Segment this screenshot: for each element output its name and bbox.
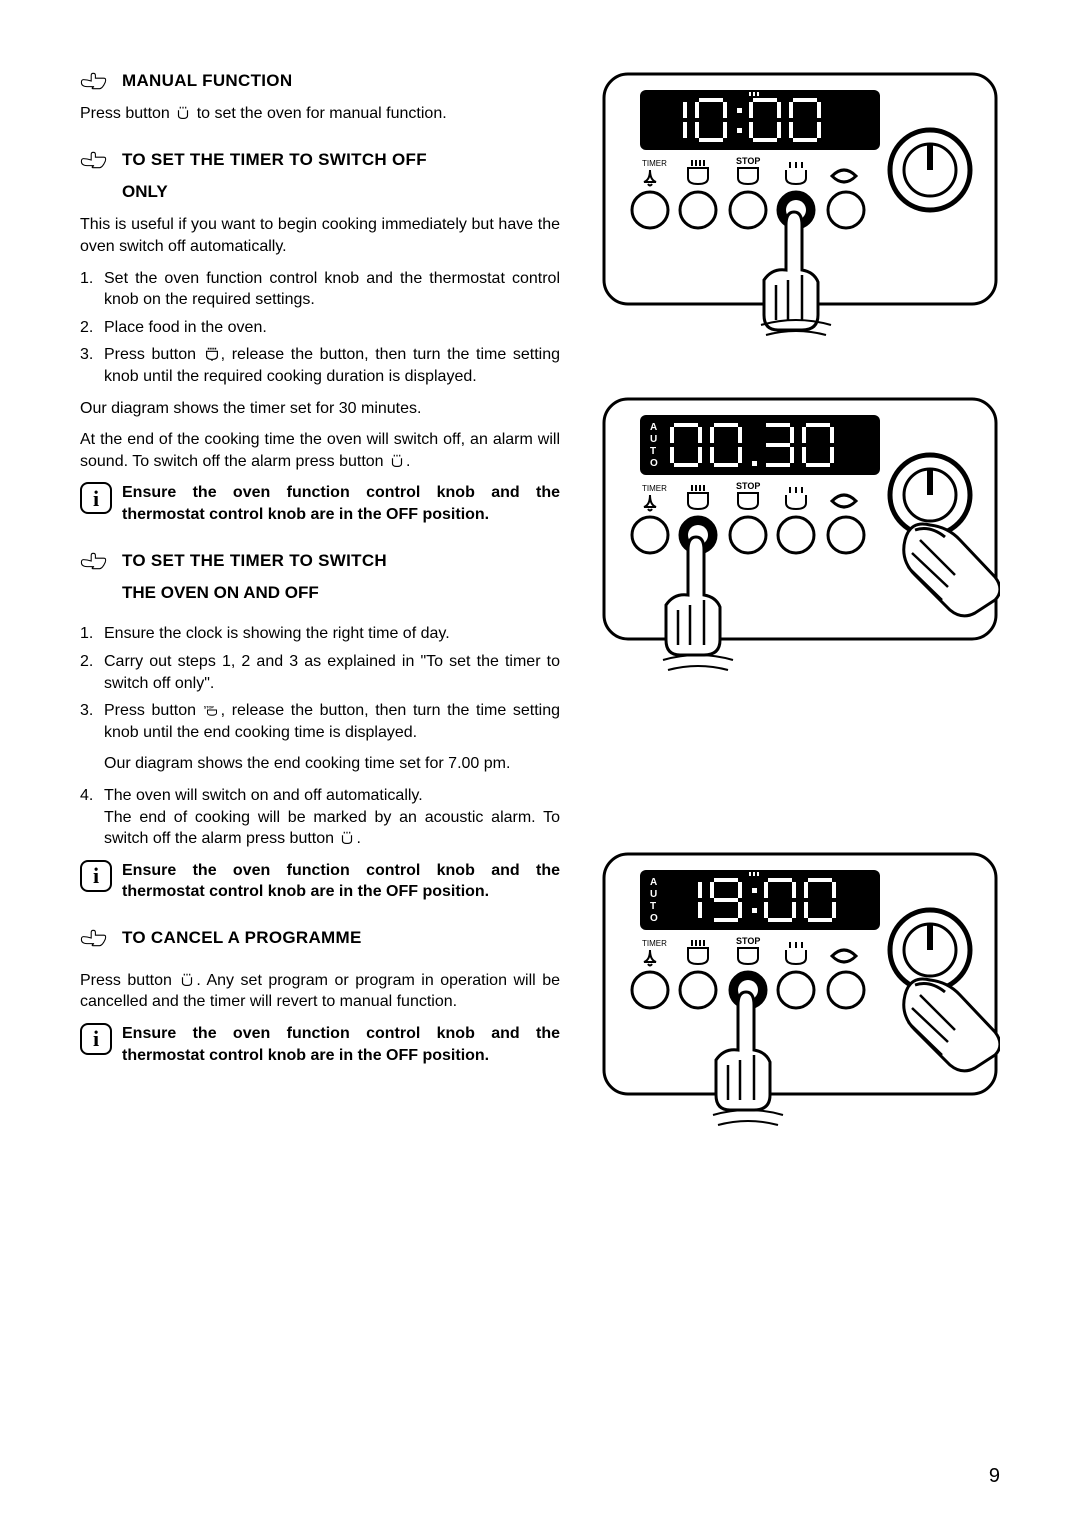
switchoff-after1: Our diagram shows the timer set for 30 m…	[80, 398, 560, 420]
switchoff-ensure: Ensure the oven function control knob an…	[122, 482, 560, 525]
info-icon: i	[80, 860, 112, 892]
manual-button-icon	[174, 106, 192, 120]
svg-text:TIMER: TIMER	[642, 939, 667, 948]
onoff-heading-text: TO SET THE TIMER TO SWITCH	[122, 550, 387, 573]
manual-heading-text: MANUAL FUNCTION	[122, 70, 292, 93]
svg-text:STOP: STOP	[736, 156, 760, 166]
manual-button-icon	[388, 454, 406, 468]
pointing-hand-icon	[80, 150, 108, 170]
svg-text:O: O	[650, 458, 658, 469]
switchoff-after2: At the end of the cooking time the oven …	[80, 429, 560, 472]
switchoff-intro: This is useful if you want to begin cook…	[80, 214, 560, 257]
info-icon: i	[80, 482, 112, 514]
svg-text:STOP: STOP	[736, 936, 760, 946]
svg-text:T: T	[650, 901, 656, 912]
page-number: 9	[989, 1465, 1000, 1488]
control-panel-2: AUTO TIMER STOP	[600, 395, 1000, 710]
right-column: TIMERSTOP AUTOTIMERSTOP AUTOTIMERSTOP	[600, 70, 1000, 1165]
info-icon: i	[80, 1023, 112, 1055]
onoff-heading-text2: THE OVEN ON AND OFF	[122, 582, 560, 605]
cancel-info: i Ensure the oven function control knob …	[80, 1023, 560, 1066]
switchoff-heading-text2: ONLY	[122, 181, 560, 204]
switchoff-heading: TO SET THE TIMER TO SWITCH OFF	[80, 149, 560, 172]
svg-text:T: T	[650, 446, 656, 457]
cancel-heading-text: TO CANCEL A PROGRAMME	[122, 927, 362, 950]
onoff-ensure: Ensure the oven function control knob an…	[122, 860, 560, 903]
svg-text:A: A	[650, 877, 657, 888]
cancel-body: Press button . Any set program or progra…	[80, 970, 560, 1013]
manual-button-icon	[338, 831, 356, 845]
svg-text:STOP: STOP	[203, 705, 214, 709]
svg-text:TIMER: TIMER	[642, 159, 667, 168]
svg-text:U: U	[650, 889, 657, 900]
control-panel-3: AUTO TIMER STOP	[600, 850, 1000, 1165]
onoff-info: i Ensure the oven function control knob …	[80, 860, 560, 903]
svg-text:TIMER: TIMER	[642, 484, 667, 493]
pointing-hand-icon	[80, 551, 108, 571]
manual-button-icon	[178, 973, 196, 987]
pointing-hand-icon	[80, 71, 108, 91]
svg-text:A: A	[650, 422, 657, 433]
onoff-steps: 1.Ensure the clock is showing the right …	[80, 623, 560, 743]
svg-text:U: U	[650, 434, 657, 445]
svg-text:O: O	[650, 913, 658, 924]
manual-heading: MANUAL FUNCTION	[80, 70, 560, 93]
stop-time-icon: STOP	[203, 703, 221, 717]
left-column: MANUAL FUNCTION Press button to set the …	[80, 70, 560, 1165]
svg-text:STOP: STOP	[736, 481, 760, 491]
switchoff-info: i Ensure the oven function control knob …	[80, 482, 560, 525]
onoff-sub: Our diagram shows the end cooking time s…	[104, 753, 560, 775]
cancel-heading: TO CANCEL A PROGRAMME	[80, 927, 560, 950]
switchoff-heading-text: TO SET THE TIMER TO SWITCH OFF	[122, 149, 427, 172]
manual-body: Press button to set the oven for manual …	[80, 103, 560, 125]
cook-duration-icon	[203, 347, 221, 361]
onoff-heading: TO SET THE TIMER TO SWITCH	[80, 550, 560, 573]
pointing-hand-icon	[80, 928, 108, 948]
onoff-step4: 4.The oven will switch on and off automa…	[80, 785, 560, 850]
switchoff-steps: 1.Set the oven function control knob and…	[80, 268, 560, 388]
cancel-ensure: Ensure the oven function control knob an…	[122, 1023, 560, 1066]
control-panel-1: TIMER STOP	[600, 70, 1000, 375]
